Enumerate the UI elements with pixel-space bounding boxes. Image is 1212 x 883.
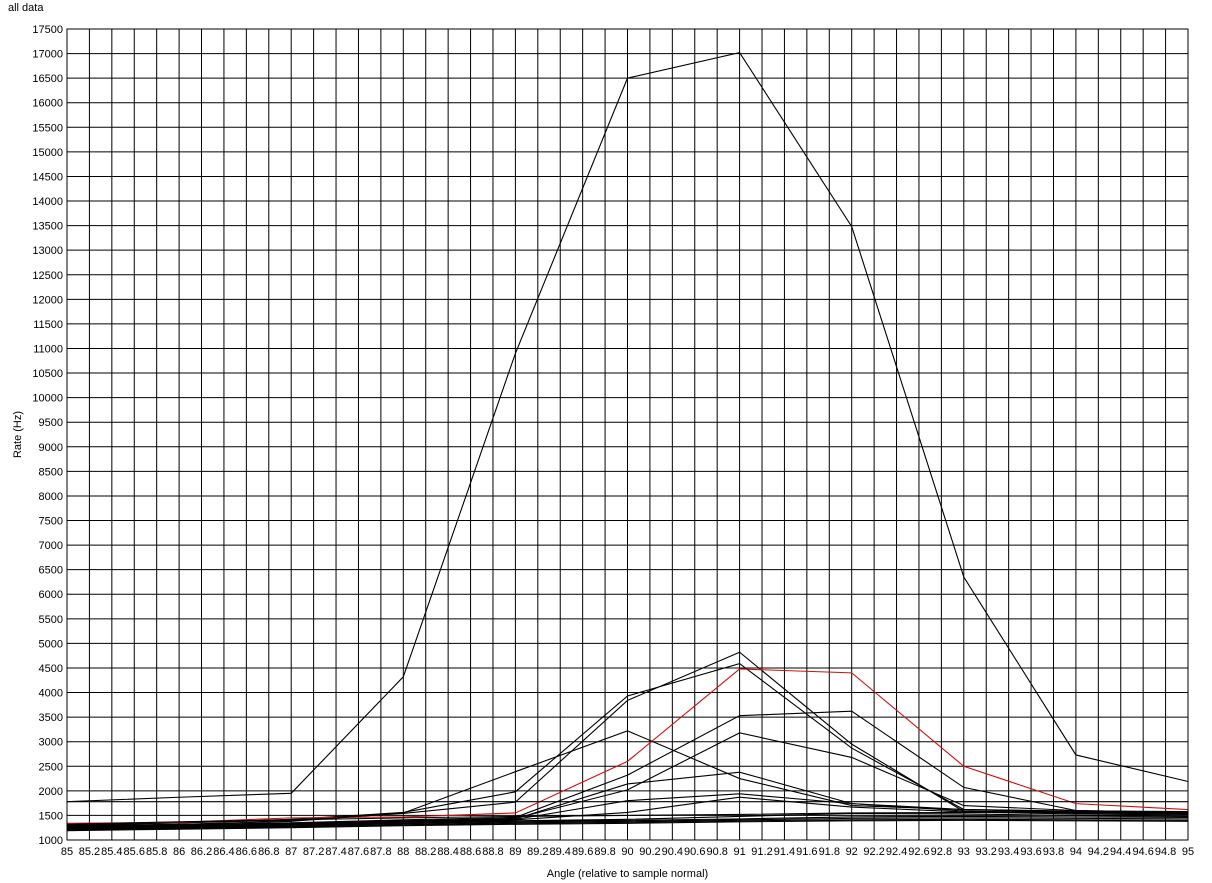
x-axis-ticks: 85 85.2 85.4 85.6 85.8 86 86.2 86.4 86.6 86.8 87 87… <box>61 846 1194 858</box>
x-tick-label: 87.4 <box>325 846 346 858</box>
x-tick-label: 90.6 <box>684 846 705 858</box>
x-tick-label: 91.8 <box>819 846 840 858</box>
x-tick-label: 91.6 <box>796 846 817 858</box>
x-tick-label: 92 <box>846 846 858 858</box>
y-axis-ticks: 1000 1500 2000 2500 3000 3500 4000 4500 5000 5500… <box>32 24 63 847</box>
y-axis-label: Rate (Hz) <box>12 411 24 458</box>
y-tick-label: 8000 <box>39 491 63 503</box>
x-tick-label: 91.2 <box>751 846 772 858</box>
x-tick-label: 89.4 <box>550 846 571 858</box>
x-tick-label: 89.6 <box>572 846 593 858</box>
y-tick-label: 5500 <box>39 614 63 626</box>
y-tick-label: 1500 <box>39 810 63 822</box>
x-tick-label: 94.2 <box>1088 846 1109 858</box>
series-line <box>66 51 1189 803</box>
y-tick-label: 15000 <box>32 147 63 159</box>
x-tick-label: 87 <box>285 846 297 858</box>
y-tick-label: 17500 <box>32 24 63 36</box>
y-tick-label: 12000 <box>32 294 63 306</box>
x-tick-label: 85.4 <box>101 846 122 858</box>
y-tick-label: 11500 <box>33 319 63 331</box>
x-axis-label: Angle (relative to sample normal) <box>547 868 708 880</box>
y-tick-label: 2500 <box>39 761 63 773</box>
y-tick-label: 14500 <box>32 171 63 183</box>
y-tick-label: 3500 <box>39 712 63 724</box>
x-tick-label: 92.4 <box>886 846 907 858</box>
y-tick-label: 9500 <box>39 417 63 429</box>
x-tick-label: 94.8 <box>1155 846 1176 858</box>
x-tick-label: 88.2 <box>415 846 436 858</box>
y-tick-label: 14000 <box>32 196 63 208</box>
x-tick-label: 87.6 <box>348 846 369 858</box>
x-tick-label: 86.2 <box>191 846 212 858</box>
y-tick-label: 13500 <box>32 221 63 233</box>
x-tick-label: 88.6 <box>460 846 481 858</box>
chart-title: all data <box>8 2 44 14</box>
x-tick-label: 88.8 <box>482 846 503 858</box>
grid-lines <box>66 28 1189 841</box>
y-tick-label: 6000 <box>39 589 63 601</box>
y-tick-label: 16000 <box>32 98 63 110</box>
y-tick-label: 1000 <box>39 835 63 847</box>
y-tick-label: 4000 <box>39 688 63 700</box>
x-tick-label: 86.6 <box>236 846 257 858</box>
x-tick-label: 89.8 <box>594 846 615 858</box>
x-tick-label: 93 <box>958 846 970 858</box>
x-tick-label: 90 <box>621 846 633 858</box>
x-tick-label: 95 <box>1182 846 1194 858</box>
x-tick-label: 87.8 <box>370 846 391 858</box>
y-tick-label: 15500 <box>32 122 63 134</box>
y-tick-label: 17000 <box>32 49 63 61</box>
x-tick-label: 90.8 <box>706 846 727 858</box>
x-tick-label: 93.6 <box>1020 846 1041 858</box>
x-tick-label: 85 <box>61 846 73 858</box>
y-tick-label: 16500 <box>32 73 63 85</box>
x-tick-label: 88 <box>397 846 409 858</box>
series-lines <box>66 51 1189 832</box>
y-tick-label: 5000 <box>39 638 63 650</box>
y-tick-label: 8500 <box>39 466 63 478</box>
x-tick-label: 92.6 <box>908 846 929 858</box>
x-tick-label: 86 <box>173 846 185 858</box>
y-tick-label: 11000 <box>33 343 63 355</box>
x-tick-label: 94.6 <box>1132 846 1153 858</box>
y-tick-label: 6500 <box>39 565 63 577</box>
x-tick-label: 94.4 <box>1110 846 1131 858</box>
x-tick-label: 85.8 <box>146 846 167 858</box>
x-tick-label: 93.8 <box>1043 846 1064 858</box>
x-tick-label: 87.2 <box>303 846 324 858</box>
x-tick-label: 88.4 <box>437 846 458 858</box>
series-line <box>66 668 1189 824</box>
plot-frame <box>66 28 1189 841</box>
x-tick-label: 89 <box>509 846 521 858</box>
x-tick-label: 85.6 <box>124 846 145 858</box>
y-tick-label: 9000 <box>39 442 63 454</box>
series-line <box>66 819 1189 832</box>
x-tick-label: 89.2 <box>527 846 548 858</box>
x-tick-label: 93.4 <box>998 846 1019 858</box>
x-tick-label: 94 <box>1070 846 1082 858</box>
x-tick-label: 90.2 <box>639 846 660 858</box>
series-line <box>66 811 1189 825</box>
y-tick-label: 4500 <box>39 663 63 675</box>
y-tick-label: 13000 <box>32 245 63 257</box>
x-tick-label: 90.4 <box>662 846 683 858</box>
y-tick-label: 10500 <box>32 368 63 380</box>
x-tick-label: 86.8 <box>258 846 279 858</box>
y-tick-label: 3000 <box>39 737 63 749</box>
x-tick-label: 93.2 <box>976 846 997 858</box>
y-tick-label: 7500 <box>39 516 63 528</box>
x-tick-label: 86.4 <box>213 846 234 858</box>
x-tick-label: 85.2 <box>79 846 100 858</box>
y-tick-label: 2000 <box>39 786 63 798</box>
x-tick-label: 91.4 <box>774 846 795 858</box>
x-tick-label: 92.8 <box>931 846 952 858</box>
y-tick-label: 10000 <box>32 393 63 405</box>
y-tick-label: 7000 <box>39 540 63 552</box>
x-tick-label: 92.2 <box>863 846 884 858</box>
x-tick-label: 91 <box>733 846 745 858</box>
y-tick-label: 12500 <box>32 270 63 282</box>
